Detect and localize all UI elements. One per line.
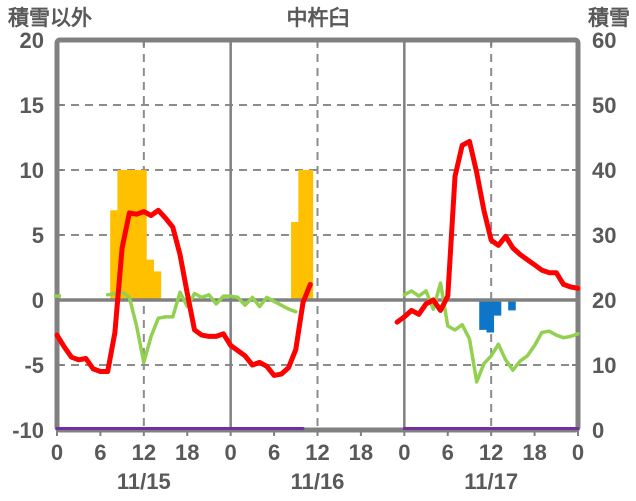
hour-tick-label: 0 — [398, 440, 410, 465]
orange-bars — [131, 170, 140, 300]
hour-tick-label: 12 — [479, 440, 503, 465]
chart-title: 中杵臼 — [286, 7, 350, 30]
orange-bars — [291, 222, 299, 300]
blue-bars — [486, 300, 495, 333]
hour-tick-label: 6 — [442, 440, 454, 465]
orange-bars — [146, 259, 154, 300]
hour-tick-label: 6 — [94, 440, 106, 465]
left-axis-tick-label: 0 — [32, 288, 44, 313]
orange-bars — [305, 170, 314, 300]
hour-tick-label: 12 — [132, 440, 156, 465]
hour-tick-label: 12 — [305, 440, 329, 465]
left-axis-tick-label: -5 — [24, 353, 44, 378]
right-axis-tick-label: 50 — [592, 93, 616, 118]
left-axis-tick-label: -10 — [12, 418, 44, 443]
red-line — [394, 138, 581, 325]
red-line — [54, 207, 313, 378]
right-axis-tick-label: 10 — [592, 353, 616, 378]
left-axis-tick-label: 15 — [20, 93, 44, 118]
date-label: 11/16 — [291, 469, 345, 494]
hour-tick-label: 6 — [268, 440, 280, 465]
left-axis-tick-label: 5 — [32, 223, 44, 248]
left-axis-tick-label: 10 — [20, 158, 44, 183]
date-label: 11/17 — [464, 469, 518, 494]
blue-bars — [479, 300, 487, 330]
hour-tick-label: 18 — [175, 440, 199, 465]
date-label: 11/15 — [117, 469, 171, 494]
hour-tick-label: 18 — [349, 440, 373, 465]
right-axis-tick-label: 30 — [592, 223, 616, 248]
right-axis-tick-label: 40 — [592, 158, 616, 183]
blue-bars — [508, 300, 516, 311]
orange-bars — [124, 170, 133, 300]
right-axis-title: 積雪 — [588, 7, 630, 30]
green-line — [105, 290, 298, 365]
orange-bars — [298, 170, 306, 300]
orange-bars — [153, 271, 162, 300]
green-line — [402, 281, 580, 384]
orange-bars — [110, 210, 118, 300]
left-axis-tick-label: 20 — [20, 28, 44, 53]
left-axis-title: 積雪以外 — [8, 7, 92, 30]
hour-tick-label: 18 — [522, 440, 546, 465]
plot-border — [54, 37, 581, 433]
right-axis-tick-label: 0 — [592, 418, 604, 443]
orange-bars — [117, 170, 126, 300]
right-axis-tick-label: 20 — [592, 288, 616, 313]
blue-bars — [493, 300, 502, 316]
hour-tick-label: 0 — [51, 440, 63, 465]
hour-tick-label: 0 — [572, 440, 584, 465]
orange-bars — [139, 170, 147, 300]
right-axis-tick-label: 60 — [592, 28, 616, 53]
hour-tick-label: 0 — [225, 440, 237, 465]
